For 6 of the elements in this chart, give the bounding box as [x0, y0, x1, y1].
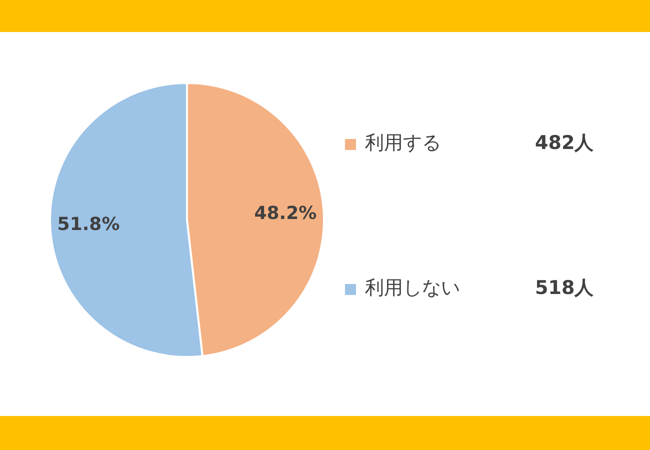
- legend-label: 利用しない: [365, 276, 460, 301]
- data-label: 51.8%: [57, 214, 120, 236]
- legend-label: 利用する: [365, 131, 441, 156]
- text: 482人: [535, 131, 594, 156]
- data-label: 48.2%: [254, 203, 317, 224]
- text: 518人: [535, 276, 594, 301]
